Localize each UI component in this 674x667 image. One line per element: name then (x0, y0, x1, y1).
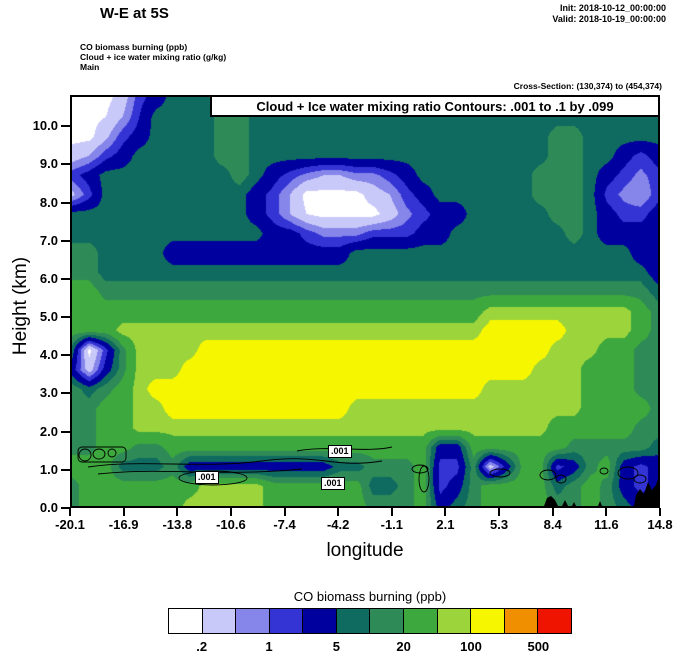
cloud-contour-lines (77, 446, 647, 493)
field-fill-name: CO biomass burning (ppb) (80, 42, 188, 52)
y-axis-tick-label: 5.0 (39, 309, 58, 325)
x-axis-tick (283, 508, 286, 516)
x-axis-tick-label: 8.4 (543, 517, 562, 532)
colorbar-cell (470, 608, 505, 634)
x-axis-tick-label: -1.1 (380, 517, 404, 532)
x-axis-tick-label: -7.4 (273, 517, 296, 532)
x-axis-tick-label: -13.8 (162, 517, 193, 532)
colorbar-cell (201, 608, 237, 634)
x-axis-tick-label: 2.1 (436, 517, 455, 532)
plot-area: .001 .001 .001 Cloud + Ice water mixing … (70, 95, 660, 508)
y-axis-tick-label: 0.0 (39, 500, 58, 515)
y-axis-tick (61, 201, 70, 204)
colorbar-cell (335, 608, 371, 634)
x-axis-title: longitude (326, 540, 404, 561)
y-axis-tick (61, 277, 70, 280)
colorbar-cell (436, 608, 472, 634)
y-axis-tick (61, 239, 70, 242)
colorbar-labels: .2 1 5 20 100 500 (168, 639, 572, 655)
colorbar-cell (503, 608, 539, 634)
x-axis-tick (498, 508, 501, 516)
colorbar-tick-label: 100 (460, 639, 482, 654)
x-axis-tick-label: -20.1 (55, 517, 85, 532)
field-contour-name: Cloud + ice water mixing ratio (g/kg) (80, 52, 227, 62)
x-axis-tick (176, 508, 179, 516)
x-axis-tick (659, 508, 661, 516)
x-axis-tick (444, 508, 447, 516)
cross-section-label: Cross-Section: (130,374) to (454,374) (513, 81, 662, 91)
x-axis-tick (229, 508, 232, 516)
x-axis-tick (390, 508, 393, 516)
y-axis-tick-label: 1.0 (39, 461, 58, 477)
x-axis-tick-label: -4.2 (326, 517, 350, 532)
y-axis-tick-label: 6.0 (39, 270, 58, 286)
contour-overlay (77, 446, 658, 506)
colorbar-tick-label: 5 (332, 639, 340, 654)
x-axis-tick-label: 14.8 (647, 517, 673, 532)
x-axis-tick-label: 5.3 (490, 517, 509, 532)
x-axis-tick (69, 508, 71, 516)
contour-value-label: .001 (321, 477, 345, 490)
init-valid-block: Init: 2018-10-12_00:00:00 Valid: 2018-10… (552, 3, 666, 25)
heatmap-canvas (72, 97, 658, 506)
x-axis-tick-label: 11.6 (594, 517, 619, 532)
colorbar-cell (268, 608, 304, 634)
colorbar-title: CO biomass burning (ppb) (293, 589, 447, 604)
colorbar-cell (235, 608, 270, 634)
field-list: CO biomass burning (ppb) Cloud + ice wat… (80, 42, 226, 72)
x-axis-tick-label: -10.6 (216, 517, 246, 532)
y-axis-tick-label: 9.0 (39, 156, 58, 172)
colorbar-tick-label: 1 (265, 639, 273, 654)
y-axis-tick (61, 354, 70, 357)
y-axis-tick-label: 8.0 (39, 194, 58, 210)
colorbar-cell (403, 608, 438, 634)
y-axis-tick (61, 392, 70, 395)
x-axis-tick (551, 508, 554, 516)
colorbar-tick-label: .2 (196, 639, 208, 654)
y-axis-tick-label: 4.0 (39, 347, 58, 363)
contour-value-label: .001 (195, 471, 219, 484)
contour-value-label: .001 (328, 445, 352, 458)
field-domain-name: Main (80, 62, 100, 72)
colorbar-tick-label: 500 (527, 639, 550, 654)
y-axis-tick (61, 507, 70, 509)
y-axis-tick (61, 163, 70, 166)
colorbar (168, 608, 572, 634)
y-axis-tick (61, 468, 70, 471)
y-axis-tick-label: 7.0 (39, 232, 58, 248)
figure-title: W-E at 5S (100, 5, 169, 22)
y-axis-tick (61, 316, 70, 319)
colorbar-cell (168, 608, 203, 634)
y-axis-tick-label: 10.0 (32, 118, 58, 134)
colorbar-tick-label: 20 (396, 639, 411, 654)
colorbar-cell (537, 608, 572, 634)
x-axis-tick (337, 508, 340, 516)
init-time: Init: 2018-10-12_00:00:00 (559, 3, 666, 13)
colorbar-cell (369, 608, 405, 634)
x-axis-tick (605, 508, 608, 516)
terrain (544, 479, 658, 506)
y-axis-tick-label: 2.0 (39, 423, 58, 439)
y-axis-tick (61, 430, 70, 433)
x-axis-tick (122, 508, 125, 516)
y-axis-tick-label: 3.0 (39, 385, 58, 401)
contour-title-box: Cloud + Ice water mixing ratio Contours:… (210, 95, 660, 117)
colorbar-cell (302, 608, 337, 634)
y-axis-tick (61, 125, 70, 128)
x-axis-tick-label: -16.9 (108, 517, 139, 532)
valid-time: Valid: 2018-10-19_00:00:00 (552, 14, 666, 24)
